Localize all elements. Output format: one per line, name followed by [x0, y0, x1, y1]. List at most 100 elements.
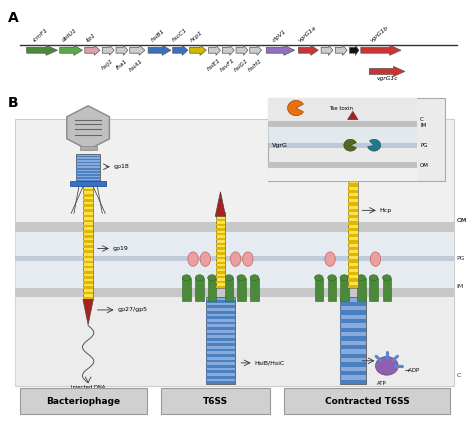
- Text: OM: OM: [457, 218, 467, 223]
- Bar: [83, 225, 93, 227]
- Bar: [206, 332, 235, 335]
- Bar: [348, 266, 357, 269]
- Text: HsiB/HsiC: HsiB/HsiC: [255, 360, 285, 366]
- Bar: [83, 240, 93, 243]
- Ellipse shape: [315, 275, 323, 280]
- Text: vgrG1b: vgrG1b: [369, 25, 389, 42]
- Polygon shape: [347, 111, 358, 119]
- Bar: [383, 278, 391, 300]
- FancyArrow shape: [27, 45, 57, 55]
- Text: gp19: gp19: [113, 246, 128, 251]
- Ellipse shape: [208, 275, 216, 280]
- Bar: [15, 256, 455, 261]
- Bar: [348, 272, 357, 275]
- Bar: [206, 343, 235, 346]
- Ellipse shape: [250, 275, 259, 280]
- Ellipse shape: [182, 275, 191, 280]
- Bar: [348, 285, 357, 288]
- Bar: [348, 228, 357, 231]
- Ellipse shape: [369, 275, 378, 280]
- Bar: [206, 327, 235, 330]
- Bar: [348, 110, 357, 288]
- Bar: [195, 278, 204, 300]
- Bar: [216, 257, 225, 259]
- Bar: [216, 276, 225, 278]
- Bar: [348, 158, 357, 161]
- Bar: [83, 250, 93, 253]
- Bar: [348, 164, 357, 167]
- FancyArrow shape: [321, 45, 333, 55]
- Bar: [182, 278, 191, 300]
- Bar: [206, 360, 235, 363]
- Text: C: C: [457, 373, 461, 378]
- FancyArrow shape: [361, 45, 401, 55]
- Bar: [348, 215, 357, 218]
- FancyArrow shape: [299, 45, 318, 55]
- FancyArrow shape: [116, 45, 128, 55]
- FancyArrow shape: [60, 45, 82, 55]
- Bar: [83, 189, 93, 191]
- Text: PG: PG: [420, 143, 428, 148]
- Bar: [83, 276, 93, 279]
- Ellipse shape: [188, 252, 198, 266]
- Text: VgrG: VgrG: [272, 143, 287, 148]
- Bar: [340, 297, 366, 384]
- Ellipse shape: [225, 275, 233, 280]
- FancyArrow shape: [266, 45, 295, 55]
- Wedge shape: [368, 139, 381, 151]
- Bar: [340, 354, 366, 358]
- FancyBboxPatch shape: [161, 388, 270, 414]
- Bar: [348, 202, 357, 206]
- Bar: [216, 224, 225, 226]
- Bar: [340, 336, 366, 341]
- Bar: [216, 228, 225, 231]
- Bar: [348, 278, 357, 282]
- Wedge shape: [288, 100, 303, 116]
- FancyArrow shape: [349, 45, 359, 55]
- Text: hsiE1: hsiE1: [206, 58, 222, 72]
- Bar: [206, 306, 235, 308]
- Ellipse shape: [375, 357, 398, 375]
- Bar: [206, 371, 235, 373]
- Bar: [216, 271, 225, 274]
- Bar: [83, 297, 93, 299]
- Bar: [83, 261, 93, 264]
- Ellipse shape: [200, 252, 210, 266]
- Text: B: B: [8, 96, 18, 110]
- Ellipse shape: [195, 275, 204, 280]
- FancyArrow shape: [369, 66, 405, 76]
- Text: PG: PG: [457, 256, 465, 261]
- Ellipse shape: [328, 275, 336, 280]
- Text: hsiG1: hsiG1: [233, 58, 249, 73]
- Text: C: C: [420, 117, 424, 122]
- Text: lip1: lip1: [86, 32, 97, 42]
- Bar: [216, 214, 225, 216]
- Text: hsiA1: hsiA1: [128, 58, 145, 72]
- Bar: [83, 220, 93, 222]
- Text: T6SS: T6SS: [203, 397, 228, 405]
- Text: IM: IM: [457, 284, 464, 289]
- Bar: [15, 222, 455, 232]
- Bar: [348, 139, 357, 142]
- Text: Hcp: Hcp: [380, 208, 392, 213]
- Bar: [76, 174, 100, 176]
- Bar: [83, 204, 93, 207]
- Bar: [83, 292, 93, 294]
- Bar: [15, 288, 455, 297]
- Bar: [348, 113, 357, 117]
- Bar: [268, 127, 417, 143]
- FancyBboxPatch shape: [284, 388, 450, 414]
- Bar: [216, 238, 225, 240]
- Text: hcp1: hcp1: [190, 29, 204, 42]
- Bar: [76, 159, 100, 160]
- Bar: [206, 300, 235, 303]
- Polygon shape: [83, 299, 93, 325]
- Bar: [348, 241, 357, 244]
- Bar: [328, 278, 336, 300]
- Bar: [83, 286, 93, 289]
- Bar: [206, 365, 235, 368]
- FancyArrow shape: [250, 45, 262, 55]
- FancyArrow shape: [335, 45, 347, 55]
- Polygon shape: [67, 106, 109, 150]
- FancyArrow shape: [148, 45, 171, 55]
